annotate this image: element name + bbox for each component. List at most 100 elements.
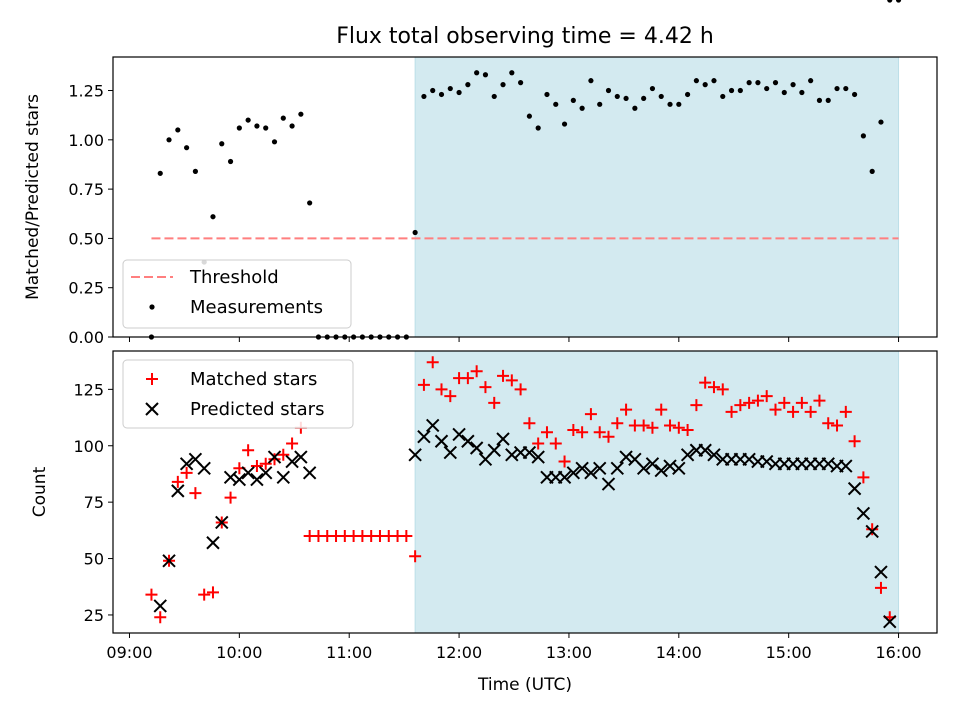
predicted-stars-point [531, 450, 545, 464]
predicted-stars-point [232, 472, 247, 487]
bot-y-tick-label: 75 [84, 493, 104, 512]
matched-stars-point [620, 403, 633, 416]
predicted-stars-point [865, 524, 879, 539]
matched-stars-point [549, 437, 562, 450]
matched-stars-point [804, 405, 817, 418]
predicted-stars-point [557, 470, 572, 485]
measurements-point [570, 97, 576, 103]
measurements-point [280, 115, 286, 121]
x-tick-label: 11:00 [326, 643, 372, 662]
predicted-stars-point [434, 434, 449, 448]
matched-stars-point [637, 419, 650, 432]
measurements-point [412, 229, 418, 236]
predicted-stars-point [839, 459, 853, 473]
count-panel: Count 25 50 75 100 125 09:00 10:00 11:00 12:00 1… [30, 351, 938, 695]
predicted-stars-point [153, 599, 167, 613]
measurements-point [421, 93, 427, 100]
matched-stars-point [787, 405, 800, 418]
predicted-stars-point [452, 427, 466, 442]
matched-stars-point [831, 419, 844, 432]
measurements-point [887, 0, 893, 3]
x-tick-label: 10:00 [216, 643, 262, 662]
measurements-point [456, 89, 462, 96]
x-tick-label: 14:00 [656, 643, 702, 662]
predicted-stars-point [636, 461, 651, 476]
top-y-tick-label: 0.00 [68, 328, 104, 347]
measurements-point [878, 119, 884, 125]
measurements-point [509, 70, 515, 76]
measurements-point [561, 121, 568, 127]
x-tick-label: 12:00 [436, 643, 482, 662]
legend-matched-label: Matched stars [190, 369, 317, 390]
measurements-point [790, 82, 796, 88]
measurements-point [307, 200, 313, 206]
predicted-stars-point [487, 443, 501, 457]
matched-stars-point [497, 369, 510, 382]
bot-y-tick-label: 50 [84, 550, 104, 569]
measurements-point [711, 78, 717, 84]
x-tick-label: 15:00 [766, 643, 812, 662]
matched-stars-point [259, 457, 272, 470]
predicted-stars-point [505, 448, 519, 462]
legend-threshold-label: Threshold [189, 267, 279, 288]
top-axes-frame [112, 56, 938, 338]
matched-stars-point [576, 426, 589, 439]
top-y-axis-label: Matched/Predicted stars [23, 94, 43, 300]
measurements-point [816, 97, 823, 103]
x-axis-label: Time (UTC) [477, 675, 572, 695]
measurements-point [720, 93, 726, 100]
measurements-point [289, 123, 295, 129]
measurements-point [175, 127, 181, 133]
chart-title: Flux total observing time = 4.42 h [336, 24, 714, 49]
x-tick-label: 09:00 [106, 643, 152, 662]
matched-stars-point [707, 381, 720, 394]
matched-stars-point [743, 396, 756, 409]
matched-stars-point [242, 444, 255, 457]
measurements-point [860, 133, 866, 139]
matched-stars-point [681, 423, 694, 436]
measurements-point [702, 82, 708, 88]
predicted-stars-point [206, 536, 220, 550]
measurements-point [755, 80, 761, 86]
measurements-point [852, 91, 858, 98]
measurements-point [597, 101, 603, 107]
matched-stars-point [400, 529, 413, 542]
matched-stars-point [593, 426, 606, 439]
legend-predicted-swatch [145, 402, 159, 416]
predicted-stars-point [883, 615, 897, 629]
measurements-point [474, 70, 480, 76]
measurements-point [772, 80, 779, 86]
predicted-stars-point [179, 457, 194, 471]
matched-stars-point [435, 383, 448, 396]
measurements-point [500, 82, 506, 88]
predicted-stars-point [215, 515, 229, 530]
matched-stars-point [488, 396, 501, 409]
measurements-point [605, 87, 612, 94]
matched-stars-point [813, 394, 826, 407]
measurements-point [579, 105, 585, 111]
measurements-point [210, 214, 216, 220]
measurements-point [184, 145, 190, 151]
predicted-stars-point [408, 448, 422, 462]
matched-stars-point [145, 588, 158, 601]
measurements-point [623, 95, 629, 102]
predicted-stars-point [197, 461, 211, 476]
measurements-point [676, 101, 682, 107]
x-tick-label: 13:00 [546, 643, 592, 662]
matched-stars-point [646, 421, 659, 434]
predicted-stars-point [759, 454, 774, 469]
predicted-stars-point [874, 565, 888, 579]
measurements-point [157, 170, 163, 176]
measurements-point [271, 139, 278, 145]
measurements-point [544, 91, 550, 98]
legend-predicted-label: Predicted stars [190, 399, 324, 420]
matched-stars-point [734, 399, 747, 412]
predicted-stars-point [742, 452, 756, 466]
measurements-point [438, 91, 445, 98]
matched-stars-point [725, 405, 738, 418]
matched-stars-point [611, 417, 624, 430]
matched-stars-point [769, 403, 782, 416]
measurements-point [553, 101, 559, 107]
measurements-point [219, 141, 225, 147]
